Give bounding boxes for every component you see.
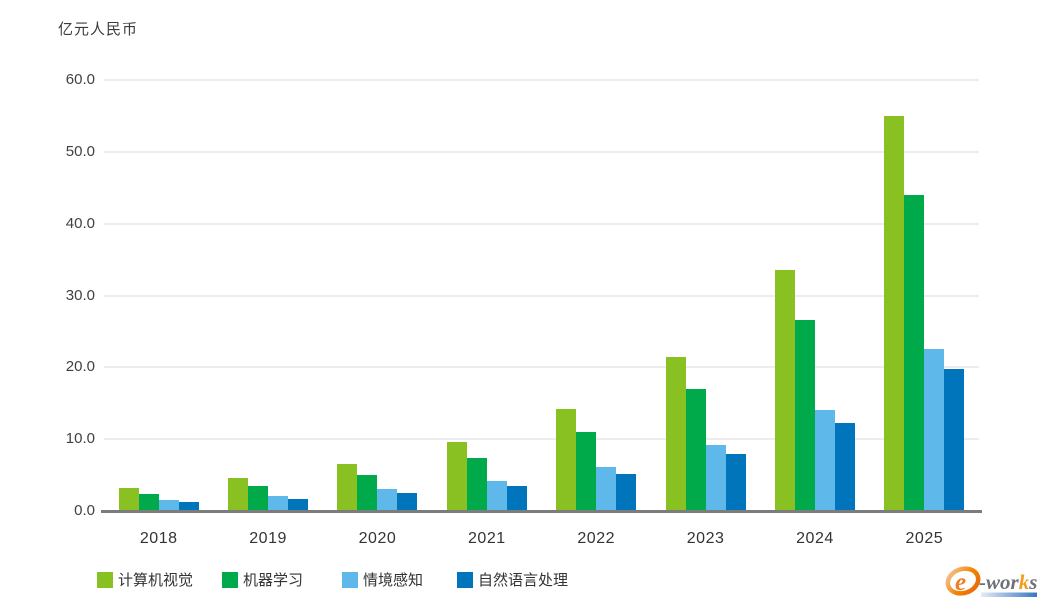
y-tick-label: 20.0: [65, 358, 95, 376]
legend-swatch-nlp: [457, 571, 473, 588]
bar-computer-vision-2018: [118, 488, 139, 511]
x-axis-label-2023: 2023: [686, 530, 725, 547]
gridline-10: [104, 438, 979, 441]
y-tick-label: 50.0: [65, 142, 95, 160]
gridline-50: [104, 150, 979, 153]
bar-nlp-2024: [834, 423, 855, 511]
y-tick-label: 30.0: [65, 286, 95, 304]
bar-machine-learning-2024: [794, 319, 815, 511]
x-axis-label-2020: 2020: [358, 530, 397, 547]
y-tick-label: 60.0: [65, 71, 95, 88]
y-tick-label: 10.0: [65, 430, 95, 448]
bar-machine-learning-2025: [904, 194, 925, 511]
x-axis-line: [101, 510, 982, 513]
eworks-logo-e: e: [955, 569, 966, 596]
y-tick-label: 40.0: [65, 214, 95, 232]
x-axis-label-2024: 2024: [796, 530, 834, 547]
bar-computer-vision-2024: [774, 269, 795, 511]
bar-computer-vision-2019: [228, 477, 249, 511]
x-axis-label-2021: 2021: [468, 530, 506, 547]
bar-machine-learning-2021: [466, 457, 487, 511]
y-tick-label: 0.0: [74, 502, 95, 519]
legend-label-nlp: 自然语言处理: [478, 572, 569, 589]
x-axis-label-2018: 2018: [139, 530, 178, 547]
legend-item-computer-vision: 计算机视觉: [97, 569, 193, 590]
bar-nlp-2018: [178, 502, 199, 511]
bar-context-awareness-2022: [596, 467, 617, 511]
x-axis-label-2022: 2022: [577, 530, 615, 547]
eworks-logo-text: -works: [979, 570, 1037, 594]
bar-nlp-2021: [506, 485, 527, 511]
eworks-logo-underline: [981, 592, 1037, 597]
bar-nlp-2022: [616, 473, 637, 511]
bar-nlp-2020: [397, 493, 418, 511]
bar-machine-learning-2023: [685, 388, 706, 511]
bar-nlp-2025: [944, 369, 965, 511]
bar-machine-learning-2018: [138, 493, 159, 511]
bar-computer-vision-2025: [884, 115, 905, 511]
legend-swatch-machine-learning: [222, 571, 238, 588]
bar-computer-vision-2022: [556, 408, 577, 511]
gridline-20: [104, 366, 979, 369]
bar-computer-vision-2023: [665, 356, 686, 511]
bar-machine-learning-2020: [357, 475, 378, 511]
eworks-logo: e -works: [944, 563, 1041, 603]
eworks-logo-s: s: [1028, 570, 1037, 594]
gridline-40: [104, 222, 979, 225]
bar-machine-learning-2022: [576, 431, 597, 511]
legend-label-machine-learning: 机器学习: [243, 572, 304, 589]
eworks-logo-mid: -wor: [979, 570, 1020, 594]
eworks-logo-graphic: e -works: [945, 566, 1037, 597]
eworks-logo-swoosh: [945, 566, 981, 596]
bar-context-awareness-2019: [268, 495, 289, 511]
bar-nlp-2023: [725, 454, 746, 511]
gridline-30: [104, 294, 979, 297]
x-axis-label-2019: 2019: [249, 530, 287, 547]
bar-context-awareness-2025: [924, 348, 945, 511]
eworks-logo-k: k: [1019, 570, 1030, 594]
legend-swatch-computer-vision: [97, 571, 113, 588]
bar-context-awareness-2024: [814, 409, 835, 511]
bar-context-awareness-2023: [705, 444, 726, 511]
bar-computer-vision-2020: [337, 463, 358, 511]
legend-label-computer-vision: 计算机视觉: [118, 572, 194, 589]
bar-machine-learning-2019: [248, 485, 269, 511]
legend-item-context-awareness: 情境感知: [342, 569, 423, 590]
bar-context-awareness-2018: [158, 500, 179, 511]
y-axis-unit-label: 亿元人民币: [58, 21, 139, 38]
legend-item-nlp: 自然语言处理: [457, 569, 568, 590]
x-axis-label-2025: 2025: [905, 530, 944, 547]
bar-computer-vision-2021: [446, 442, 467, 511]
bar-context-awareness-2020: [377, 489, 398, 511]
legend-item-machine-learning: 机器学习: [222, 569, 303, 590]
bar-context-awareness-2021: [486, 480, 507, 511]
legend-swatch-context-awareness: [342, 571, 358, 588]
bar-nlp-2019: [288, 498, 309, 511]
legend-label-context-awareness: 情境感知: [363, 572, 424, 589]
gridline-60: [104, 79, 979, 81]
